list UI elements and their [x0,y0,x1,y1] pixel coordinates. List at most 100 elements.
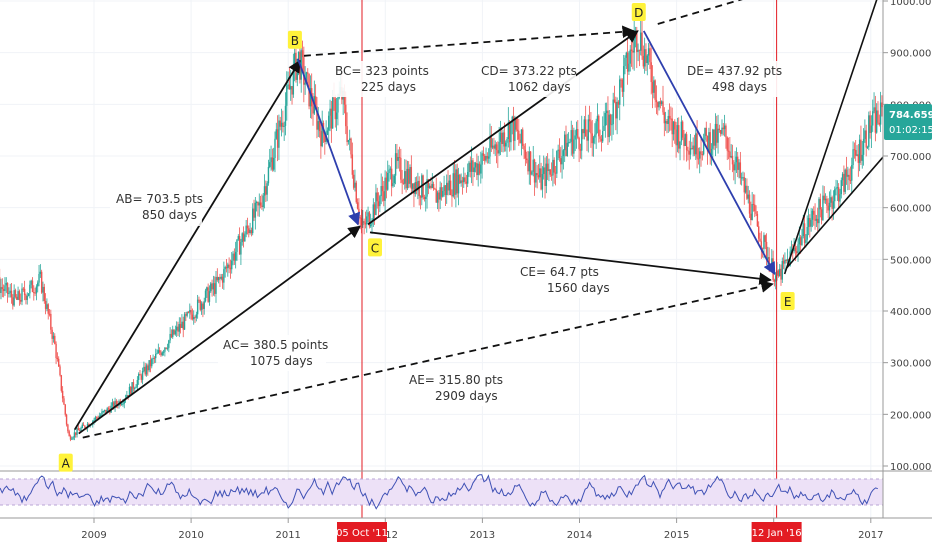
candle-body [111,402,114,406]
candle-body [172,329,174,338]
candle-body [402,182,405,184]
annotation-cd[interactable]: CD= 373.22 pts 1062 days [476,61,577,97]
candle-body [263,186,266,196]
candle-body [678,125,680,149]
candle-body [21,288,23,302]
candle-body [457,174,460,194]
candle-body [807,218,810,228]
candle-body [844,169,846,192]
candle-body [773,279,776,282]
candle-body [389,168,392,170]
candle-body [128,386,131,397]
annotation-bc[interactable]: BC= 323 points 225 days [330,61,429,97]
candle-body [174,330,177,335]
candle-body [400,157,402,180]
candle-body [616,101,618,119]
candle-body [126,395,128,399]
candle-body [544,167,546,187]
candle-body [173,329,175,335]
candle-body [520,129,523,144]
candle-body [764,235,766,242]
candle-body [258,202,260,206]
candle-body [760,241,763,248]
candle-body [255,202,258,204]
candle-body [608,114,610,138]
candle-body [446,182,448,195]
candle-body [806,227,808,240]
candle-body [843,173,845,192]
candle-body [307,72,309,74]
candle-body [632,50,634,53]
candle-body [426,179,428,197]
candle-body [662,101,664,113]
candle-body [12,297,14,306]
candle-body [855,150,857,156]
candle-body [650,62,652,83]
pivot-badge-e [780,292,795,310]
annotation-de[interactable]: DE= 437.92 pts 498 days [682,61,782,97]
candle-body [660,101,663,105]
candle-body [143,366,145,371]
candle-body [56,358,59,360]
candle-body [257,202,259,206]
candle-body [830,197,832,203]
candle-body [528,151,530,172]
candle-body [94,417,97,420]
candle-body [704,127,706,140]
candle-body [739,162,742,178]
candle-body [605,110,608,113]
candle-body [293,52,296,65]
annotation-ab-line2: 850 days [142,208,197,222]
candle-body [284,105,287,126]
candle-body [274,138,276,158]
candle-body [633,38,635,53]
candle-body [697,158,700,160]
candle-body [752,203,755,205]
candle-body [839,194,841,202]
candle-body [809,218,811,227]
candle-body [396,153,398,161]
candle-body [484,155,486,161]
candle-body [59,366,61,376]
candle-body [278,120,280,148]
trend-ac [78,225,362,435]
candle-body [857,154,860,163]
candle-body [259,202,262,206]
candle-body [799,237,802,245]
annotation-ac[interactable]: AC= 380.5 points 1075 days [218,335,328,371]
candle-body [179,324,182,328]
candle-body [735,156,738,163]
candle-body [221,276,224,283]
candle-body [545,163,548,187]
candle-body [751,203,753,221]
candle-body [106,408,108,413]
trend-bc [297,58,361,226]
candle-body [642,55,645,67]
candle-body [130,386,132,394]
candle-body [33,292,35,294]
annotation-ae[interactable]: AE= 315.80 pts 2909 days [404,370,503,406]
candle-body [31,280,34,293]
candle-body [840,180,842,195]
candle-body [747,194,749,199]
trend-de [642,30,776,276]
candle-body [558,149,561,159]
candle-body [303,57,305,85]
candle-body [748,194,751,214]
candle-body [262,195,264,207]
candle-body [52,335,55,339]
candle-body [60,375,63,391]
annotation-ab[interactable]: AB= 703.5 pts 850 days [110,190,203,226]
trend-e-steep [783,0,878,275]
candle-body [537,175,540,178]
pivot-label-b: B [291,34,299,48]
annotation-ce[interactable]: CE= 64.7 pts 1560 days [514,262,610,298]
candle-body [51,329,53,339]
candle-body [651,82,654,93]
candle-body [687,150,689,152]
candle-body [578,137,580,150]
candle-body [851,165,853,181]
candle-body [246,225,249,229]
candle-body [204,290,207,302]
